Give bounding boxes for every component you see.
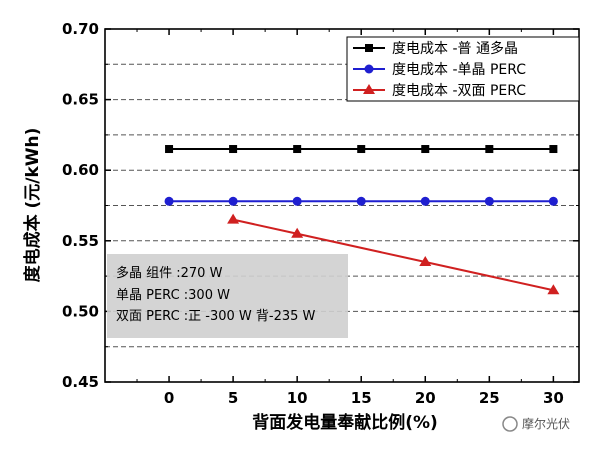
watermark: 摩尔光伏 — [502, 416, 570, 432]
x-tick-label: 30 — [543, 389, 564, 407]
data-point-series-2 — [164, 196, 174, 206]
data-point-series-1 — [229, 145, 238, 154]
data-point-series-2 — [484, 196, 494, 206]
annotation-line-1: 多晶 组件 :270 W — [116, 265, 223, 281]
data-point-series-2 — [228, 196, 238, 206]
y-tick-label: 0.45 — [62, 373, 99, 391]
x-tick-label: 10 — [287, 389, 308, 407]
x-axis-title: 背面发电量奉献比例(%) — [252, 412, 438, 433]
data-point-series-1 — [485, 145, 494, 154]
data-point-series-1 — [357, 145, 366, 154]
legend-marker-3 — [363, 84, 375, 94]
legend-label-3: 度电成本 -双面 PERC — [392, 83, 526, 99]
x-tick-label: 25 — [479, 389, 500, 407]
annotation-line-3: 双面 PERC :正 -300 W 背-235 W — [116, 309, 316, 324]
annotation-line-2: 单晶 PERC :300 W — [116, 288, 230, 303]
x-tick-label: 20 — [415, 389, 436, 407]
y-tick-label: 0.70 — [62, 20, 99, 38]
data-point-series-2 — [356, 196, 366, 206]
data-point-series-2 — [420, 196, 430, 206]
data-point-series-1 — [549, 145, 558, 154]
data-point-series-1 — [165, 145, 174, 154]
x-tick-label: 0 — [164, 389, 174, 407]
data-point-series-3 — [291, 227, 304, 238]
series-layer — [164, 145, 560, 295]
data-point-series-1 — [421, 145, 430, 154]
data-point-series-3 — [227, 213, 240, 224]
series-line-3 — [232, 218, 554, 292]
legend-marker-2 — [364, 64, 374, 74]
legend-marker-1 — [365, 44, 373, 52]
watermark-text: 摩尔光伏 — [522, 416, 570, 431]
data-point-series-3 — [547, 284, 560, 295]
legend-box — [346, 36, 580, 102]
data-point-series-3 — [419, 255, 432, 266]
annotation-background — [107, 254, 348, 338]
legend-label-2: 度电成本 -单晶 PERC — [392, 62, 526, 78]
data-point-series-2 — [548, 196, 558, 206]
legend-label-1: 度电成本 -普 通多晶 — [392, 40, 518, 57]
y-tick-label: 0.50 — [62, 302, 99, 320]
watermark-icon — [502, 416, 518, 432]
y-tick-label: 0.65 — [62, 91, 99, 109]
annotation-box: 多晶 组件 :270 W 单晶 PERC :300 W 双面 PERC :正 -… — [107, 254, 348, 338]
x-tick-label: 5 — [228, 389, 238, 407]
x-tick-label: 15 — [351, 389, 372, 407]
y-tick-label: 0.60 — [62, 161, 99, 179]
y-axis-title: 度电成本 (元/kWh) — [22, 128, 43, 283]
data-point-series-1 — [293, 145, 302, 154]
axis-ticks: 0.45 0.50 0.55 0.60 0.65 0.70 0 5 10 15 20 25 30 — [62, 20, 579, 407]
data-point-series-2 — [292, 196, 302, 206]
y-tick-label: 0.55 — [62, 232, 99, 250]
